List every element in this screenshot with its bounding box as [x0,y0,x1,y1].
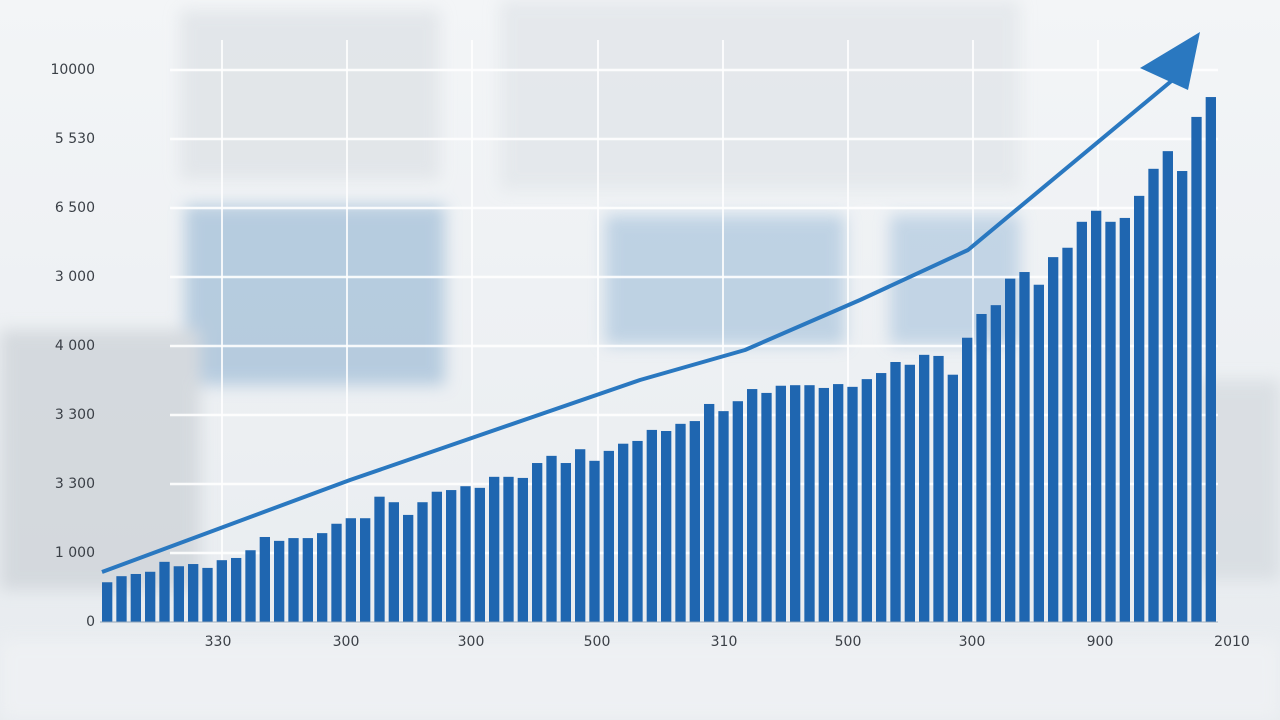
bars [102,97,1216,623]
bar [990,305,1001,622]
bar [646,429,657,622]
bar [1076,221,1087,623]
bar [317,533,328,622]
bar [245,550,256,622]
bar [775,385,786,622]
bar [288,538,299,622]
bar [847,386,858,622]
bar [302,538,313,622]
y-tick-label: 0 [86,614,95,630]
bar [1105,221,1116,623]
trend-arrow [101,32,1200,574]
bar [575,449,586,622]
bar [503,476,514,622]
bar [904,364,915,622]
bar [632,440,643,622]
bar [962,337,973,622]
bar [102,582,113,622]
y-tick-label: 3 300 [55,476,95,492]
bar [116,576,127,622]
bar [403,514,414,622]
bar [804,385,815,622]
y-tick-label: 1 000 [55,545,95,561]
bar [173,566,184,622]
bar [159,561,170,622]
bar [560,463,571,622]
bar [1148,168,1159,623]
bar [130,573,141,622]
bar [618,443,629,622]
bar [1091,210,1102,622]
bar [202,567,213,622]
y-tick-label: 3 300 [55,407,95,423]
bar [145,571,156,622]
bar [790,385,801,622]
bar [374,496,385,622]
bar [718,411,729,622]
bar [704,403,715,622]
bar [446,490,457,622]
bar [259,536,270,622]
bar [1119,217,1130,622]
x-tick-label: 330 [205,634,232,650]
bar [216,560,227,622]
bar [1005,278,1016,622]
bar [532,463,543,622]
bar [675,423,686,622]
bar [689,421,700,622]
bar [460,486,471,622]
y-tick-label: 5 530 [55,131,95,147]
bar [331,523,342,622]
x-tick-label: 500 [584,634,611,650]
y-tick-label: 3 000 [55,269,95,285]
bar [589,460,600,622]
y-tick-label: 10000 [50,62,95,78]
bar [818,387,829,622]
bar [1048,257,1059,622]
bar [388,502,399,622]
bar [1162,151,1173,623]
bar [876,373,887,622]
bar [732,401,743,622]
x-tick-label: 500 [835,634,862,650]
bar [761,392,772,622]
bar [546,455,557,622]
bar [360,518,371,622]
bar [345,518,356,622]
bar [431,491,442,622]
bar [474,487,485,622]
bar [933,355,944,622]
bar [1134,195,1145,622]
x-tick-label: 2010 [1214,634,1250,650]
bar [603,450,614,622]
bar [947,374,958,622]
bar [747,389,758,622]
bar [1062,247,1073,622]
bar [188,564,199,622]
bar [833,384,844,622]
bar [976,313,987,622]
bar [417,502,428,622]
bar [517,477,528,622]
bar [274,540,285,622]
bar [861,379,872,622]
bar [1177,171,1188,623]
x-tick-label: 300 [959,634,986,650]
bar [231,557,242,622]
x-tick-label: 300 [333,634,360,650]
bar [890,362,901,622]
bar [1191,116,1202,623]
bar [1019,272,1030,622]
bar [1205,97,1216,623]
x-tick-label: 900 [1087,634,1114,650]
y-tick-label: 4 000 [55,338,95,354]
bar [919,354,930,622]
x-tick-label: 300 [458,634,485,650]
x-tick-label: 310 [711,634,738,650]
bar [1033,284,1044,622]
bar [661,431,672,622]
bar [489,476,500,622]
y-tick-label: 6 500 [55,200,95,216]
